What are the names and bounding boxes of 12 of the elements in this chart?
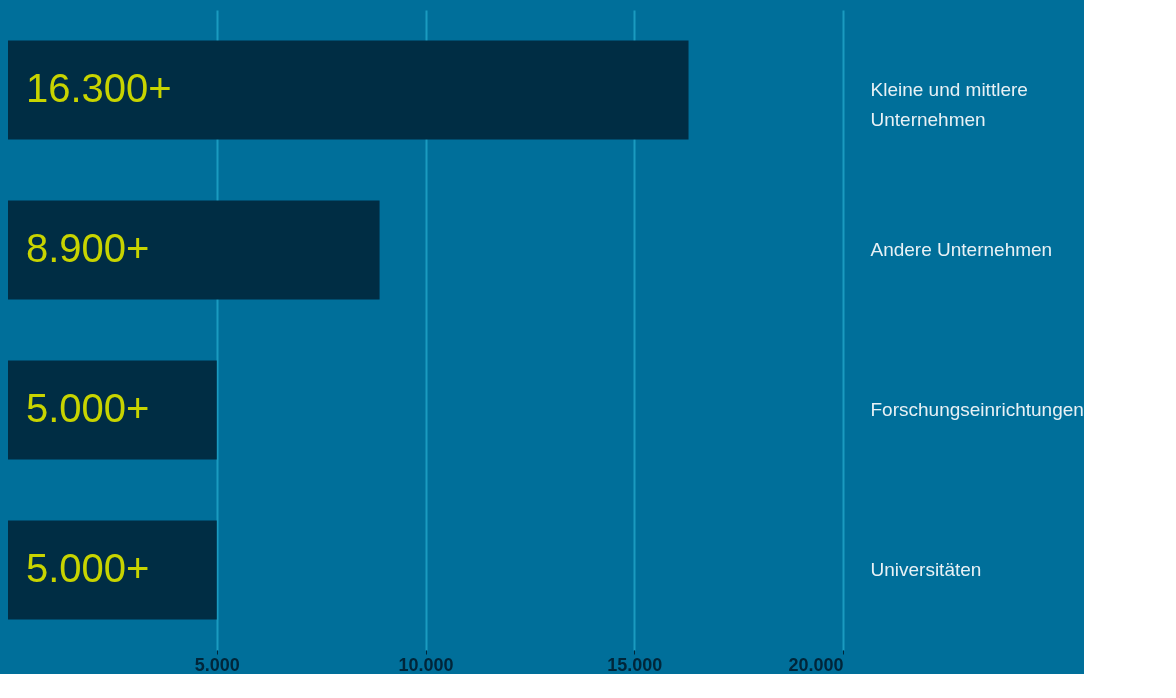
data-label: 8.900+ xyxy=(26,226,150,270)
data-label: 5.000+ xyxy=(26,386,150,430)
data-label: 5.000+ xyxy=(26,546,150,590)
y-tick-label: Kleine und mittlere Unternehmen xyxy=(870,79,1028,130)
x-tick-label: 5.000 xyxy=(194,654,240,675)
x-tick-label: 20.000 xyxy=(788,654,844,675)
y-tick-label: Forschungseinrichtungen xyxy=(870,399,1084,420)
x-tick-label: 15.000 xyxy=(607,654,663,675)
data-label: 16.300+ xyxy=(26,66,172,110)
x-tick-label: 10.000 xyxy=(398,654,454,675)
y-tick-label: Andere Unternehmen xyxy=(870,239,1053,260)
y-tick-label: Universitäten xyxy=(870,559,982,580)
